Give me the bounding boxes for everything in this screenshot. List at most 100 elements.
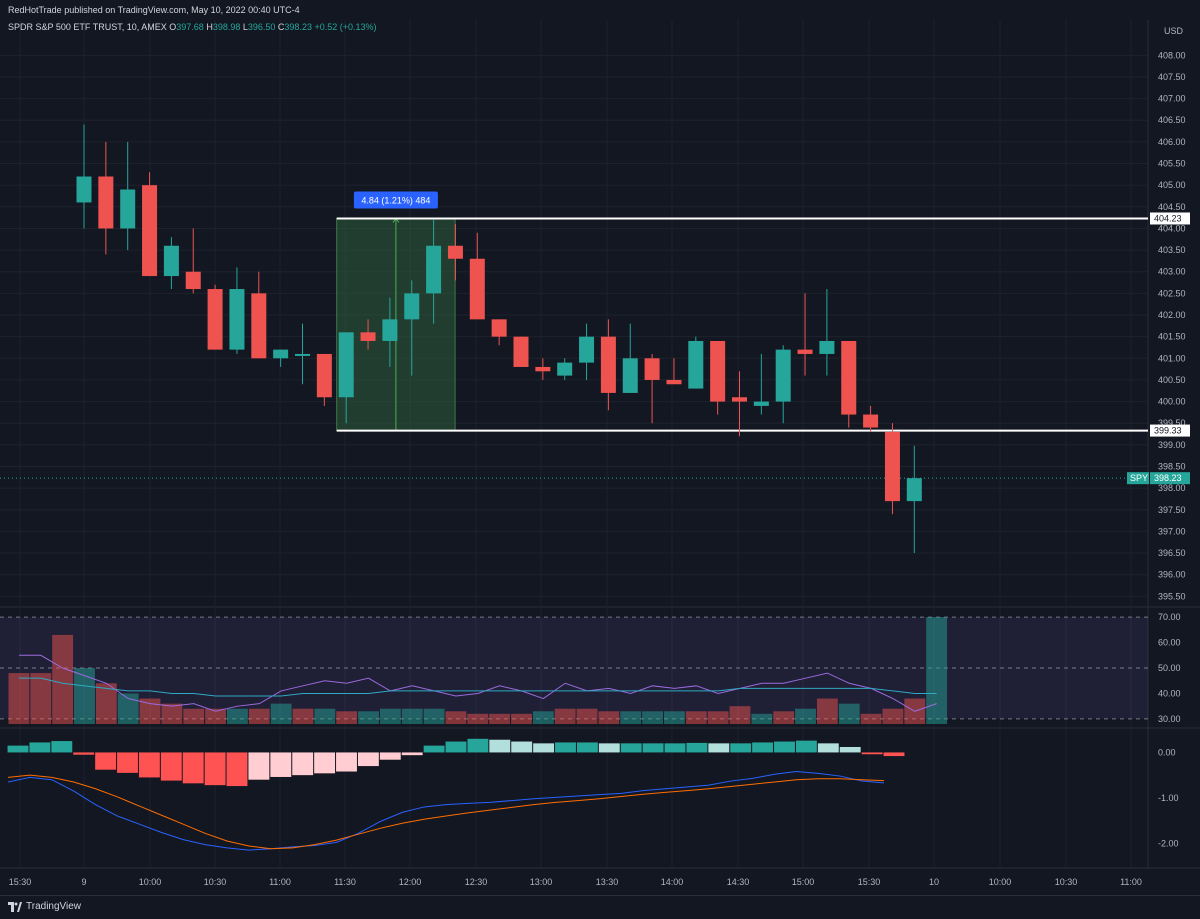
volume-bar	[707, 711, 729, 724]
candle-body	[906, 478, 922, 502]
volume-bar	[620, 711, 642, 724]
volume-bar	[751, 713, 773, 724]
publish-header: RedHotTrade published on TradingView.com…	[0, 0, 1200, 20]
price-level-tag	[1150, 212, 1190, 225]
y-unit-label: USD	[1164, 26, 1184, 36]
macd-y-tick-label: -1.00	[1158, 793, 1179, 803]
rsi-y-tick-label: 30.00	[1158, 714, 1181, 724]
macd-histogram-bar	[423, 745, 445, 753]
candle-body	[600, 336, 616, 393]
candle-body	[753, 401, 769, 406]
macd-y-tick-label: 0.00	[1158, 747, 1176, 757]
x-tick-label: 13:30	[596, 877, 619, 887]
candle-body	[644, 358, 660, 380]
candle-body	[863, 414, 879, 428]
volume-bar	[139, 698, 161, 724]
volume-rsi-pane[interactable]	[0, 616, 1148, 724]
y-tick-label: 404.00	[1158, 223, 1186, 233]
macd-histogram-bar	[839, 746, 861, 753]
macd-histogram-bar	[138, 752, 160, 778]
x-tick-label: 11:30	[334, 877, 356, 887]
x-tick-label: 11:00	[269, 877, 291, 887]
volume-bar	[467, 713, 489, 724]
legend-symbol: SPDR S&P 500 ETF TRUST, 10, AMEX	[8, 22, 167, 32]
price-level-label: 399.33	[1154, 426, 1182, 436]
price-pane[interactable]: 4.84 (1.21%) 484	[0, 124, 1148, 554]
publish-text: RedHotTrade published on TradingView.com…	[8, 5, 300, 15]
candle-body	[207, 289, 223, 350]
y-tick-label: 399.50	[1158, 418, 1186, 428]
range-measure-label: 4.84 (1.21%) 484	[361, 195, 430, 205]
macd-histogram-bar	[117, 752, 138, 773]
volume-bar	[860, 713, 882, 724]
candle-body	[404, 293, 420, 320]
candle-body	[163, 245, 179, 277]
footer: TradingView	[0, 895, 1200, 919]
macd-histogram-bar	[248, 752, 270, 780]
volume-bar	[336, 711, 358, 724]
current-price-tag	[1150, 472, 1190, 485]
macd-histogram-bar	[445, 741, 467, 753]
macd-signal-line	[7, 774, 885, 850]
range-measure-label-bg	[353, 191, 438, 209]
macd-histogram-bar	[73, 752, 95, 755]
candle-body	[295, 353, 310, 356]
macd-histogram-bar	[270, 752, 292, 777]
candle-body	[491, 319, 507, 337]
y-tick-label: 406.00	[1158, 137, 1186, 147]
legend-change: +0.52 (+0.13%)	[314, 22, 377, 32]
candle-body	[732, 397, 747, 402]
legend-close: 398.23	[284, 22, 312, 32]
x-tick-label: 10:30	[204, 877, 227, 887]
y-tick-label: 400.00	[1158, 397, 1186, 407]
x-tick-label: 13:00	[530, 877, 553, 887]
x-tick-label: 14:00	[661, 877, 684, 887]
volume-bar	[248, 708, 270, 724]
macd-histogram-bar	[204, 752, 226, 786]
macd-histogram-bar	[226, 752, 248, 787]
macd-histogram-bar	[861, 752, 883, 755]
legend-high: 398.98	[212, 22, 241, 32]
footer-brand: TradingView	[26, 901, 82, 912]
current-price-label: 398.23	[1154, 473, 1182, 483]
macd-histogram-bar	[29, 742, 51, 753]
candle-body	[557, 362, 573, 376]
macd-histogram-bar	[576, 742, 598, 753]
volume-bar	[511, 713, 532, 724]
y-tick-label: 406.50	[1158, 115, 1186, 125]
x-tick-label: 15:30	[9, 877, 32, 887]
rsi-y-tick-label: 70.00	[1158, 612, 1181, 622]
volume-bar	[270, 703, 292, 724]
macd-pane[interactable]	[7, 738, 905, 851]
macd-histogram-bar	[620, 743, 642, 753]
candle-body	[513, 336, 529, 367]
macd-histogram-bar	[95, 752, 117, 770]
y-tick-label: 395.50	[1158, 591, 1186, 601]
macd-histogram-bar	[686, 742, 708, 753]
candle-body	[579, 336, 595, 363]
axes: 15:30 9 10:00 10:30 11:00 11:30 12:00 12:30 13:0…	[9, 26, 1190, 887]
macd-histogram-bar	[379, 752, 401, 760]
volume-bar	[358, 711, 379, 724]
macd-y-tick-label: -2.00	[1158, 838, 1179, 848]
chart-canvas[interactable]: 4.84 (1.21%) 484 15:30 9 10:00 10:30 11:00 11…	[0, 0, 1200, 895]
x-tick-label: 14:30	[727, 877, 750, 887]
volume-bar	[74, 668, 95, 724]
macd-histogram-bar	[533, 743, 555, 753]
y-tick-label: 397.00	[1158, 526, 1186, 536]
rsi-ma-line	[18, 677, 937, 697]
x-tick-label: 10:00	[139, 877, 162, 887]
y-tick-label: 404.50	[1158, 202, 1186, 212]
volume-bar	[489, 713, 511, 724]
macd-histogram-bar	[642, 743, 664, 753]
candle-body	[688, 340, 704, 389]
candle-body	[819, 340, 835, 354]
macd-histogram-bar	[160, 752, 182, 781]
volume-bar	[576, 708, 598, 724]
candle-body	[76, 176, 92, 203]
macd-histogram-bar	[292, 752, 314, 776]
macd-histogram-bar	[664, 743, 686, 753]
macd-histogram-bar	[51, 741, 73, 753]
volume-bar	[554, 708, 576, 724]
price-level-tag	[1150, 424, 1190, 437]
